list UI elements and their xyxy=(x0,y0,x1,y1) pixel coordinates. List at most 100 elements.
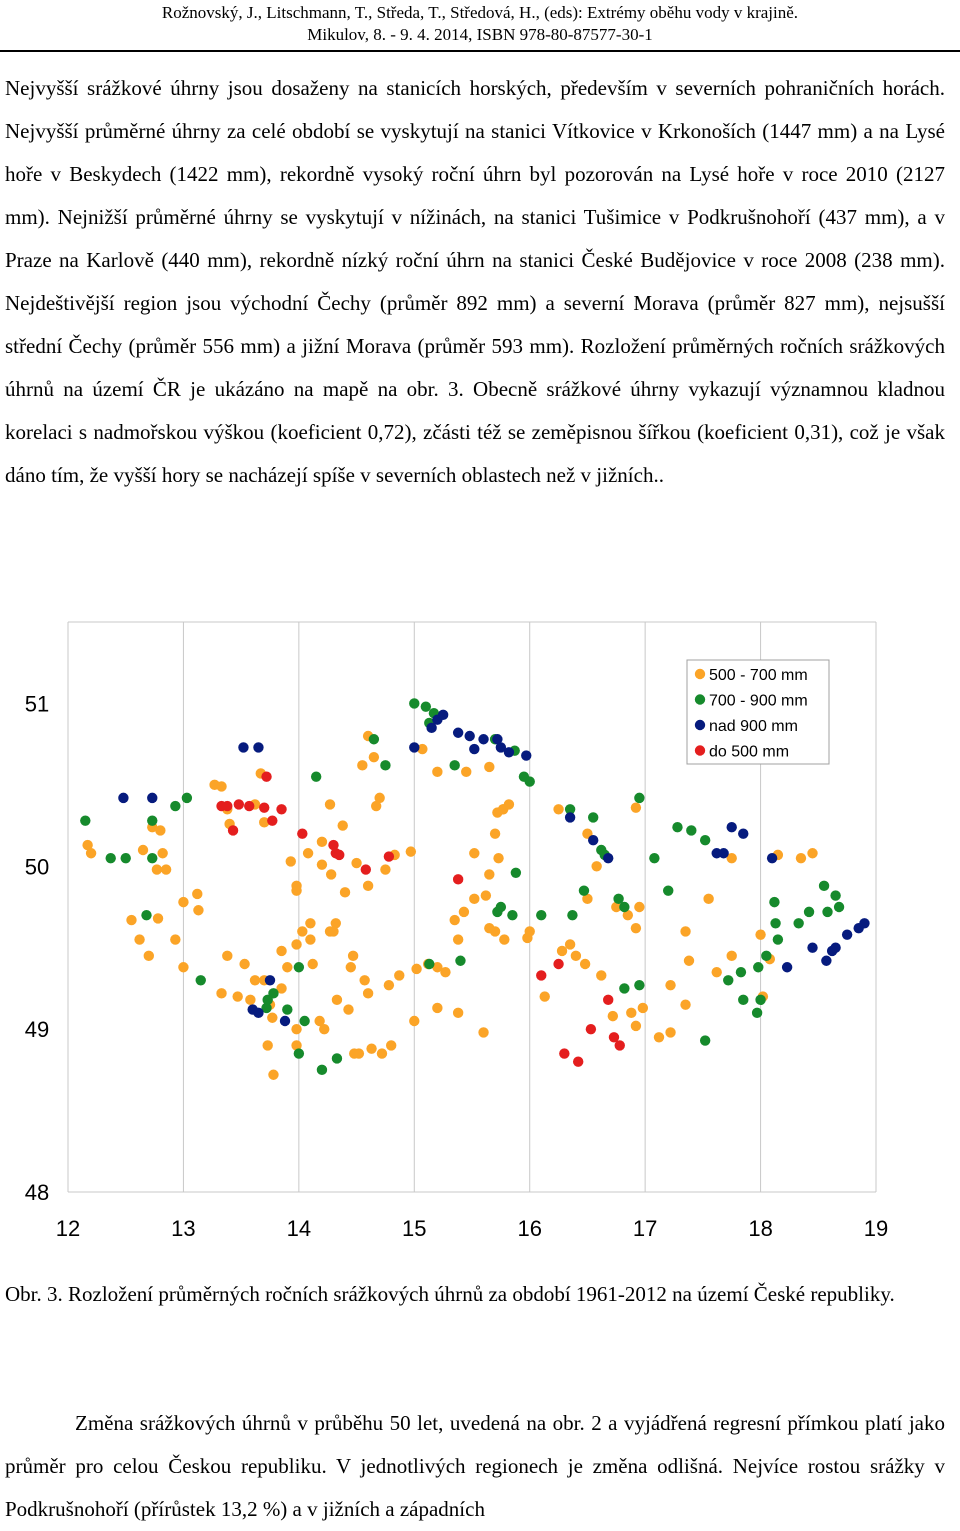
data-point xyxy=(699,1035,711,1046)
data-point xyxy=(553,958,564,970)
data-point xyxy=(634,901,645,913)
data-point xyxy=(619,983,630,994)
data-point xyxy=(469,893,480,905)
data-point xyxy=(536,970,547,981)
data-point xyxy=(232,991,243,1002)
data-point xyxy=(588,835,599,846)
data-point xyxy=(310,771,322,782)
data-point xyxy=(411,963,422,975)
data-point xyxy=(536,909,547,921)
data-point xyxy=(192,888,203,900)
data-point xyxy=(567,909,578,921)
data-point xyxy=(394,970,405,981)
data-point xyxy=(324,799,336,810)
data-point xyxy=(357,760,368,771)
data-point xyxy=(726,950,737,962)
data-point xyxy=(772,934,784,945)
x-tick-label: 19 xyxy=(864,1216,888,1241)
data-point xyxy=(680,926,691,937)
data-point xyxy=(559,1048,570,1059)
data-point xyxy=(316,859,328,870)
data-point xyxy=(458,906,470,918)
data-point xyxy=(264,975,276,986)
data-point xyxy=(297,828,308,839)
legend-label: nad 900 mm xyxy=(709,718,798,735)
data-point xyxy=(480,890,492,901)
data-point xyxy=(572,1056,584,1067)
data-point xyxy=(268,988,279,999)
data-point xyxy=(665,979,676,991)
data-point xyxy=(305,934,316,945)
data-point xyxy=(769,896,780,908)
data-point xyxy=(622,909,634,921)
data-point xyxy=(227,825,239,836)
data-point xyxy=(499,934,510,945)
data-point xyxy=(478,734,489,745)
data-point xyxy=(489,828,501,839)
data-point xyxy=(370,800,382,812)
data-point xyxy=(259,817,270,828)
data-point xyxy=(611,901,622,913)
data-point xyxy=(795,852,807,864)
data-point xyxy=(245,994,256,1006)
legend-marker xyxy=(694,719,706,731)
data-point xyxy=(420,701,432,712)
data-point xyxy=(359,975,370,986)
x-tick-label: 17 xyxy=(633,1216,657,1241)
data-point xyxy=(276,804,287,815)
data-point xyxy=(564,812,576,823)
data-point xyxy=(751,1007,763,1019)
data-point xyxy=(755,929,766,940)
data-point xyxy=(405,846,417,857)
data-point xyxy=(432,766,443,778)
data-point xyxy=(680,999,691,1010)
data-point xyxy=(478,1027,489,1038)
data-point xyxy=(770,918,781,929)
data-point xyxy=(147,815,158,826)
data-point xyxy=(157,848,168,859)
data-point xyxy=(376,1048,388,1059)
data-point xyxy=(608,1032,620,1043)
data-point xyxy=(293,1048,305,1059)
data-point xyxy=(181,792,193,804)
data-point xyxy=(484,869,495,880)
data-point xyxy=(383,979,395,991)
data-point xyxy=(105,852,116,864)
y-tick-label: 50 xyxy=(25,854,49,879)
figure-caption: Obr. 3. Rozložení průměrných ročních srá… xyxy=(5,1282,895,1306)
data-point xyxy=(362,988,374,999)
data-point xyxy=(726,822,737,833)
legend-label: do 500 mm xyxy=(709,744,789,761)
legend-marker xyxy=(694,745,706,756)
data-point xyxy=(495,742,507,753)
data-point xyxy=(626,1007,637,1019)
header-divider xyxy=(0,50,960,52)
data-point xyxy=(585,1023,597,1035)
x-tick-label: 12 xyxy=(56,1216,80,1241)
data-point xyxy=(291,1040,302,1051)
data-point xyxy=(807,942,818,953)
data-point xyxy=(126,914,137,926)
data-point xyxy=(285,856,296,867)
data-point xyxy=(766,852,778,864)
data-point xyxy=(495,901,507,913)
data-point xyxy=(469,743,480,755)
data-point xyxy=(160,864,172,875)
page-header: Rožnovský, J., Litschmann, T., Středa, T… xyxy=(0,2,960,46)
legend-box xyxy=(686,659,830,765)
data-point xyxy=(195,975,206,986)
data-point xyxy=(268,1069,279,1080)
data-point xyxy=(570,950,582,962)
data-point xyxy=(374,792,385,804)
data-point xyxy=(507,909,518,921)
data-point xyxy=(492,807,503,818)
data-point xyxy=(134,934,145,945)
data-point xyxy=(362,880,374,892)
data-point xyxy=(80,815,91,826)
data-point xyxy=(455,955,466,966)
data-point xyxy=(293,962,305,973)
data-point xyxy=(328,926,339,937)
data-point xyxy=(603,852,614,864)
chart-legend: 500 - 700 mm 700 - 900 mm nad 900 mm do 500… xyxy=(686,659,830,765)
data-point xyxy=(452,874,464,885)
